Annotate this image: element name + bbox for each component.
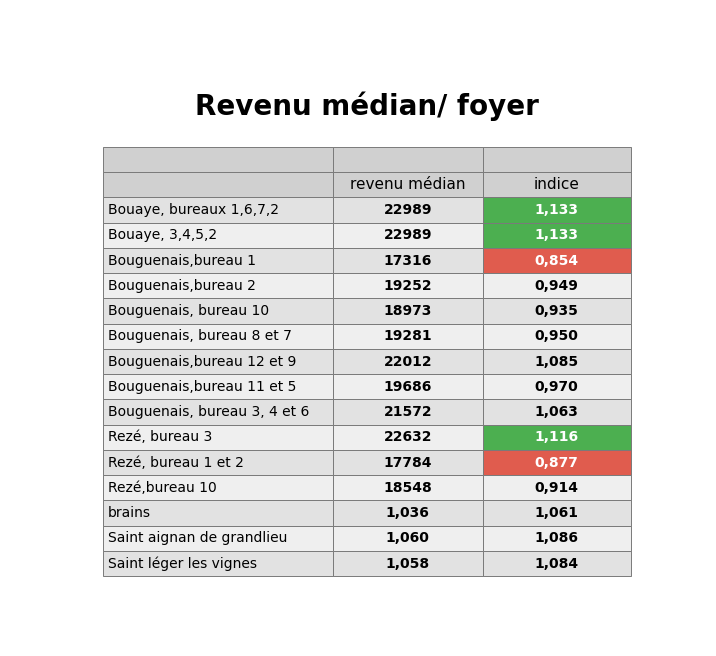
Bar [333, 400, 483, 424]
Bar [333, 501, 483, 525]
Bar [103, 525, 333, 551]
Text: Saint aignan de grandlieu: Saint aignan de grandlieu [108, 531, 287, 545]
Text: Bouguenais, bureau 10: Bouguenais, bureau 10 [108, 304, 269, 318]
Text: Rezé,bureau 10: Rezé,bureau 10 [108, 481, 216, 495]
Text: 21572: 21572 [384, 405, 432, 419]
Bar [333, 172, 483, 197]
Text: revenu médian: revenu médian [350, 177, 465, 192]
Bar [483, 475, 631, 501]
Text: 0,949: 0,949 [535, 279, 579, 293]
Bar [103, 400, 333, 424]
Text: Bouguenais, bureau 3, 4 et 6: Bouguenais, bureau 3, 4 et 6 [108, 405, 309, 419]
Text: 19252: 19252 [384, 279, 432, 293]
Text: 1,036: 1,036 [386, 506, 430, 520]
Text: 1,133: 1,133 [535, 228, 579, 242]
Bar [103, 197, 333, 222]
Text: 1,116: 1,116 [535, 430, 579, 444]
Bar [333, 551, 483, 576]
Text: 17316: 17316 [384, 254, 432, 268]
Bar [333, 248, 483, 273]
Text: Bouaye, 3,4,5,2: Bouaye, 3,4,5,2 [108, 228, 217, 242]
Text: Revenu médian/ foyer: Revenu médian/ foyer [195, 92, 539, 121]
Bar [103, 172, 333, 197]
Bar [333, 525, 483, 551]
Text: 22012: 22012 [384, 355, 432, 369]
Text: 1,085: 1,085 [535, 355, 579, 369]
Text: 19281: 19281 [384, 329, 432, 343]
Text: Bouguenais,bureau 12 et 9: Bouguenais,bureau 12 et 9 [108, 355, 296, 369]
Bar [333, 349, 483, 374]
Text: 1,133: 1,133 [535, 203, 579, 217]
Text: Bouguenais, bureau 8 et 7: Bouguenais, bureau 8 et 7 [108, 329, 291, 343]
Bar [333, 323, 483, 349]
Bar [333, 450, 483, 475]
Text: 0,854: 0,854 [535, 254, 579, 268]
Text: Bouaye, bureaux 1,6,7,2: Bouaye, bureaux 1,6,7,2 [108, 203, 279, 217]
Bar [333, 222, 483, 248]
Text: 0,970: 0,970 [535, 380, 579, 394]
Bar [483, 222, 631, 248]
Bar [483, 400, 631, 424]
Bar [483, 147, 631, 172]
Text: 1,086: 1,086 [535, 531, 579, 545]
Bar [103, 323, 333, 349]
Text: Bouguenais,bureau 11 et 5: Bouguenais,bureau 11 et 5 [108, 380, 296, 394]
Bar [103, 475, 333, 501]
Bar [483, 525, 631, 551]
Bar [333, 273, 483, 298]
Bar [483, 248, 631, 273]
Bar [103, 273, 333, 298]
Bar [103, 147, 333, 172]
Bar [103, 450, 333, 475]
Bar [483, 551, 631, 576]
Bar [103, 551, 333, 576]
Text: 1,060: 1,060 [386, 531, 430, 545]
Text: 0,877: 0,877 [535, 456, 579, 470]
Bar [103, 501, 333, 525]
Text: indice: indice [534, 177, 580, 192]
Bar [333, 197, 483, 222]
Text: 1,084: 1,084 [535, 557, 579, 571]
Bar [333, 298, 483, 323]
Bar [483, 450, 631, 475]
Bar [103, 349, 333, 374]
Text: 18548: 18548 [384, 481, 432, 495]
Bar [483, 172, 631, 197]
Text: 19686: 19686 [384, 380, 432, 394]
Bar [103, 298, 333, 323]
Text: 18973: 18973 [384, 304, 432, 318]
Bar [483, 197, 631, 222]
Text: 22989: 22989 [384, 203, 432, 217]
Bar [483, 424, 631, 450]
Text: Bouguenais,bureau 1: Bouguenais,bureau 1 [108, 254, 256, 268]
Text: 17784: 17784 [384, 456, 432, 470]
Bar [483, 273, 631, 298]
Text: 0,935: 0,935 [535, 304, 579, 318]
Bar [333, 147, 483, 172]
Text: Saint léger les vignes: Saint léger les vignes [108, 556, 257, 571]
Bar [333, 424, 483, 450]
Bar [103, 248, 333, 273]
Bar [483, 349, 631, 374]
Bar [483, 323, 631, 349]
Text: 1,061: 1,061 [535, 506, 579, 520]
Bar [483, 298, 631, 323]
Bar [483, 501, 631, 525]
Text: Rezé, bureau 1 et 2: Rezé, bureau 1 et 2 [108, 456, 243, 470]
Bar [333, 475, 483, 501]
Text: 1,063: 1,063 [535, 405, 579, 419]
Text: Bouguenais,bureau 2: Bouguenais,bureau 2 [108, 279, 256, 293]
Text: Rezé, bureau 3: Rezé, bureau 3 [108, 430, 212, 444]
Bar [103, 424, 333, 450]
Text: 22989: 22989 [384, 228, 432, 242]
Text: brains: brains [108, 506, 151, 520]
Bar [103, 374, 333, 400]
Bar [103, 222, 333, 248]
Bar [483, 374, 631, 400]
Bar [333, 374, 483, 400]
Text: 0,950: 0,950 [535, 329, 579, 343]
Text: 22632: 22632 [384, 430, 432, 444]
Text: 1,058: 1,058 [386, 557, 430, 571]
Text: 0,914: 0,914 [535, 481, 579, 495]
